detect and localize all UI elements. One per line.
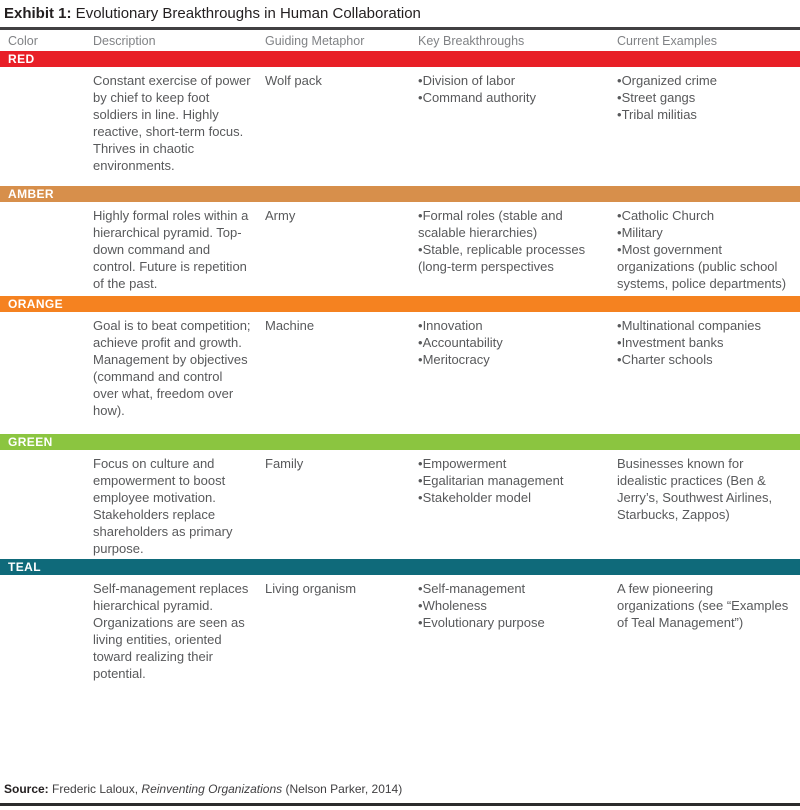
list-item: Meritocracy — [418, 351, 607, 368]
list-item: Street gangs — [617, 89, 790, 106]
source-book-title: Reinventing Organizations — [141, 782, 283, 796]
cell-description: Highly formal roles within a hierarchica… — [93, 208, 249, 291]
bottom-divider — [0, 803, 800, 806]
cell-guiding-metaphor: Living organism — [265, 581, 357, 596]
cell-guiding-metaphor: Wolf pack — [265, 73, 322, 88]
source-publisher: (Nelson Parker, 2014) — [282, 782, 403, 796]
color-band: RED — [0, 51, 800, 67]
color-band-label: AMBER — [8, 187, 54, 201]
list-item: Investment banks — [617, 334, 790, 351]
color-band: GREEN — [0, 434, 800, 450]
cell-description: Focus on culture and empowerment to boos… — [93, 456, 233, 556]
list-item: Wholeness — [418, 597, 607, 614]
list-item: Stable, replicable processes (long-term … — [418, 241, 607, 275]
cell-color — [8, 317, 93, 434]
page-title: Exhibit 1: Evolutionary Breakthroughs in… — [0, 0, 800, 25]
row-content: Constant exercise of power by chief to k… — [0, 67, 800, 186]
column-header-description: Description — [93, 33, 156, 48]
cell-color — [8, 580, 93, 693]
source-label: Source: — [4, 782, 49, 796]
cell-guiding-metaphor: Army — [265, 208, 296, 223]
cell-key-breakthroughs: Division of laborCommand authority — [418, 72, 617, 186]
column-header-row: Color Description Guiding Metaphor Key B… — [0, 30, 800, 51]
table-row: AMBER Highly formal roles within a hiera… — [0, 186, 800, 296]
color-band: TEAL — [0, 559, 800, 575]
list-item: Stakeholder model — [418, 489, 607, 506]
color-band: ORANGE — [0, 296, 800, 312]
row-content: Focus on culture and empowerment to boos… — [0, 450, 800, 559]
cell-description: Goal is to beat competition; achieve pro… — [93, 318, 251, 418]
title-prefix: Exhibit 1: — [4, 5, 72, 22]
color-band: AMBER — [0, 186, 800, 202]
row-content: Self-management replaces hierarchical py… — [0, 575, 800, 693]
exhibit-header: Exhibit 1: Evolutionary Breakthroughs in… — [0, 0, 800, 51]
list-item: Accountability — [418, 334, 607, 351]
cell-key-breakthroughs: Formal roles (stable and scalable hierar… — [418, 207, 617, 296]
cell-current-examples: Organized crimeStreet gangsTribal militi… — [617, 72, 792, 186]
list-item: Multinational companies — [617, 317, 790, 334]
cell-color — [8, 455, 93, 559]
list-item: Command authority — [418, 89, 607, 106]
table-row: ORANGE Goal is to beat competition; achi… — [0, 296, 800, 434]
list-item: Tribal militias — [617, 106, 790, 123]
color-band-label: TEAL — [8, 560, 41, 574]
list-item: Division of labor — [418, 72, 607, 89]
color-band-label: GREEN — [8, 435, 53, 449]
color-band-label: RED — [8, 52, 35, 66]
list-item: Formal roles (stable and scalable hierar… — [418, 207, 607, 241]
table-row: TEAL Self-management replaces hierarchic… — [0, 559, 800, 693]
row-content: Goal is to beat competition; achieve pro… — [0, 312, 800, 434]
table-row: RED Constant exercise of power by chief … — [0, 51, 800, 186]
table-body: RED Constant exercise of power by chief … — [0, 51, 800, 693]
table-row: GREEN Focus on culture and empowerment t… — [0, 434, 800, 559]
list-item: Military — [617, 224, 790, 241]
list-item: Catholic Church — [617, 207, 790, 224]
exhibit-footer: Source: Frederic Laloux, Reinventing Org… — [0, 782, 800, 810]
cell-color — [8, 207, 93, 296]
source-note: Source: Frederic Laloux, Reinventing Org… — [0, 782, 800, 803]
list-item: Evolutionary purpose — [418, 614, 607, 631]
cell-key-breakthroughs: Self-managementWholenessEvolutionary pur… — [418, 580, 617, 693]
list-item: A few pioneering organizations (see “Exa… — [617, 581, 789, 630]
list-item: Empowerment — [418, 455, 607, 472]
cell-current-examples: Multinational companiesInvestment banksC… — [617, 317, 792, 434]
source-authors: Frederic Laloux, — [48, 782, 142, 796]
cell-current-examples: Catholic ChurchMilitaryMost government o… — [617, 207, 792, 296]
column-header-key-breakthroughs: Key Breakthroughs — [418, 33, 525, 48]
column-header-current-examples: Current Examples — [617, 33, 718, 48]
title-text: Evolutionary Breakthroughs in Human Coll… — [71, 5, 421, 22]
list-item: Most government organizations (public sc… — [617, 241, 790, 292]
cell-key-breakthroughs: EmpowermentEgalitarian managementStakeho… — [418, 455, 617, 559]
column-header-guiding-metaphor: Guiding Metaphor — [265, 33, 365, 48]
row-content: Highly formal roles within a hierarchica… — [0, 202, 800, 296]
list-item: Charter schools — [617, 351, 790, 368]
list-item: Innovation — [418, 317, 607, 334]
cell-current-examples: A few pioneering organizations (see “Exa… — [617, 580, 792, 693]
title-divider — [0, 27, 800, 30]
cell-description: Constant exercise of power by chief to k… — [93, 73, 251, 173]
list-item: Businesses known for idealistic practice… — [617, 456, 773, 522]
color-band-label: ORANGE — [8, 297, 64, 311]
cell-color — [8, 72, 93, 186]
cell-guiding-metaphor: Machine — [265, 318, 315, 333]
cell-current-examples: Businesses known for idealistic practice… — [617, 455, 792, 559]
list-item: Egalitarian management — [418, 472, 607, 489]
cell-description: Self-management replaces hierarchical py… — [93, 581, 249, 681]
cell-key-breakthroughs: InnovationAccountabilityMeritocracy — [418, 317, 617, 434]
cell-guiding-metaphor: Family — [265, 456, 304, 471]
list-item: Self-management — [418, 580, 607, 597]
list-item: Organized crime — [617, 72, 790, 89]
column-header-color: Color — [8, 33, 38, 48]
